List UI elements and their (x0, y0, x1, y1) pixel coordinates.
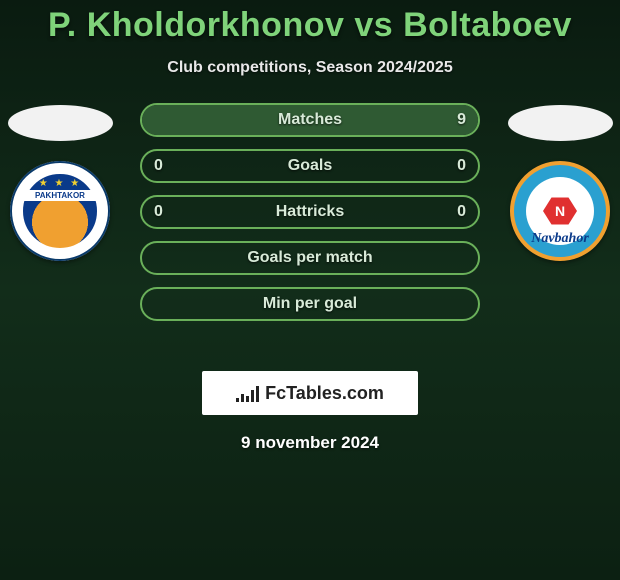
club-badge-left: ★ ★ ★ PAKHTAKOR (10, 161, 110, 261)
bar-icon-segment (241, 394, 244, 402)
club-badge-left-inner: ★ ★ ★ PAKHTAKOR (20, 171, 100, 251)
stat-row: Goals per match (140, 241, 480, 275)
stat-row: 0 Goals 0 (140, 149, 480, 183)
page-subtitle: Club competitions, Season 2024/2025 (0, 59, 620, 77)
stars-icon: ★ ★ ★ (39, 178, 81, 189)
stat-label: Hattricks (276, 203, 344, 221)
bar-icon-segment (251, 390, 254, 402)
stat-value-right: 0 (457, 157, 466, 175)
source-logo-text: FcTables.com (265, 383, 384, 404)
club-name-left: PAKHTAKOR (23, 190, 97, 201)
comparison-content: ★ ★ ★ PAKHTAKOR N Navbahor Matches 9 0 Goal… (0, 103, 620, 353)
club-badge-right-inner: N Navbahor (526, 177, 594, 245)
stat-label: Goals per match (247, 249, 372, 267)
flag-right (508, 105, 613, 141)
stat-label: Min per goal (263, 295, 357, 313)
bar-icon-segment (236, 398, 239, 402)
club-badge-right-hex: N (543, 196, 577, 226)
stat-value-left: 0 (154, 203, 163, 221)
stat-rows: Matches 9 0 Goals 0 0 Hattricks 0 Goals per matc… (140, 103, 480, 321)
page-title: P. Kholdorkhonov vs Boltaboev (0, 0, 620, 45)
bar-icon-segment (256, 386, 259, 402)
flag-left (8, 105, 113, 141)
player-right-col: N Navbahor (500, 103, 620, 261)
stat-value-left: 0 (154, 157, 163, 175)
comparison-card: P. Kholdorkhonov vs Boltaboev Club compe… (0, 0, 620, 580)
stat-row: 0 Hattricks 0 (140, 195, 480, 229)
stat-label: Goals (288, 157, 332, 175)
club-badge-right: N Navbahor (510, 161, 610, 261)
stat-row: Min per goal (140, 287, 480, 321)
stat-row: Matches 9 (140, 103, 480, 137)
bar-icon-segment (246, 396, 249, 402)
snapshot-date: 9 november 2024 (0, 433, 620, 453)
club-name-right: Navbahor (519, 231, 601, 247)
player-left-col: ★ ★ ★ PAKHTAKOR (0, 103, 120, 261)
bar-chart-icon (236, 384, 259, 402)
stat-value-right: 9 (457, 111, 466, 129)
stat-label: Matches (278, 111, 342, 129)
stat-value-right: 0 (457, 203, 466, 221)
source-logo: FcTables.com (202, 371, 418, 415)
